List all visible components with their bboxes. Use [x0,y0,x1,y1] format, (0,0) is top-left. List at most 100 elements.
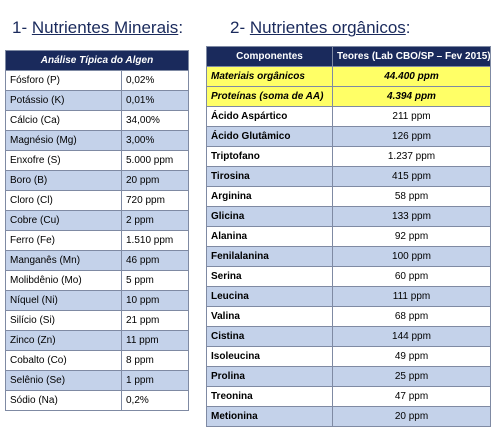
organic-highlight-name-cell: Proteínas (soma de AA) [206,86,333,107]
mineral-name-cell: Níquel (Ni) [5,290,122,311]
table-row: Alanina 92 ppm [206,226,491,247]
table-row: Arginina 58 ppm [206,186,491,207]
table-row: Valina 68 ppm [206,306,491,327]
mineral-name-cell: Enxofre (S) [5,150,122,171]
highlight-row: Materiais orgânicos 44.400 ppm [206,66,491,87]
table-row: Ácido Glutâmico 126 ppm [206,126,491,147]
mineral-value-cell: 0,01% [121,90,189,111]
minerals-section-heading: Nutrientes Minerais [31,18,179,37]
organic-name-cell: Ácido Aspártico [206,106,333,127]
organic-name-cell: Serina [206,266,333,287]
highlight-row: Proteínas (soma de AA) 4.394 ppm [206,86,491,107]
mineral-value-cell: 5.000 ppm [121,150,189,171]
table-row: Cistina 144 ppm [206,326,491,347]
table-row: Cálcio (Ca) 34,00% [5,110,189,131]
organic-value-cell: 68 ppm [332,306,491,327]
organic-name-cell: Prolina [206,366,333,387]
mineral-value-cell: 0,2% [121,390,189,411]
minerals-table: Análise Típica do Algen Fósforo (P) 0,02%… [5,50,189,411]
table-row: Cobalto (Co) 8 ppm [5,350,189,371]
organic-value-cell: 60 ppm [332,266,491,287]
table-row: Molibdênio (Mo) 5 ppm [5,270,189,291]
table-row: Silício (Si) 21 ppm [5,310,189,331]
organic-name-cell: Valina [206,306,333,327]
mineral-name-cell: Boro (B) [5,170,122,191]
table-row: Serina 60 ppm [206,266,491,287]
mineral-value-cell: 0,02% [121,70,189,91]
organic-highlight-name-cell: Materiais orgânicos [206,66,333,87]
mineral-value-cell: 5 ppm [121,270,189,291]
organic-value-cell: 20 ppm [332,406,491,427]
table-row: Selênio (Se) 1 ppm [5,370,189,391]
mineral-name-cell: Zinco (Zn) [5,330,122,351]
organic-name-cell: Isoleucina [206,346,333,367]
organic-value-cell: 415 ppm [332,166,491,187]
mineral-name-cell: Manganês (Mn) [5,250,122,271]
organic-value-cell: 133 ppm [332,206,491,227]
organic-value-cell: 25 ppm [332,366,491,387]
mineral-name-cell: Fósforo (P) [5,70,122,91]
mineral-name-cell: Magnésio (Mg) [5,130,122,151]
organic-name-cell: Treonina [206,386,333,407]
mineral-name-cell: Ferro (Fe) [5,230,122,251]
organics-section-heading: Nutrientes orgânicos [249,18,406,37]
table-row: Níquel (Ni) 10 ppm [5,290,189,311]
table-row: Metionina 20 ppm [206,406,491,427]
organic-name-cell: Cistina [206,326,333,347]
table-row: Ferro (Fe) 1.510 ppm [5,230,189,251]
table-row: Zinco (Zn) 11 ppm [5,330,189,351]
organics-section-number: 2- [230,18,246,37]
table-row: Tirosina 415 ppm [206,166,491,187]
organic-highlight-value-cell: 44.400 ppm [332,66,491,87]
mineral-value-cell: 11 ppm [121,330,189,351]
mineral-value-cell: 2 ppm [121,210,189,231]
table-row: Potássio (K) 0,01% [5,90,189,111]
organic-highlight-value-cell: 4.394 ppm [332,86,491,107]
organics-header-value: Teores (Lab CBO/SP – Fev 2015) [332,46,491,67]
organic-value-cell: 58 ppm [332,186,491,207]
minerals-section-title: 1- Nutrientes Minerais: [12,18,183,38]
mineral-name-cell: Cobre (Cu) [5,210,122,231]
mineral-name-cell: Silício (Si) [5,310,122,331]
organic-value-cell: 211 ppm [332,106,491,127]
organic-name-cell: Fenilalanina [206,246,333,267]
mineral-value-cell: 1 ppm [121,370,189,391]
mineral-name-cell: Potássio (K) [5,90,122,111]
table-row: Manganês (Mn) 46 ppm [5,250,189,271]
organic-name-cell: Triptofano [206,146,333,167]
table-row: Leucina 111 ppm [206,286,491,307]
table-row: Cloro (Cl) 720 ppm [5,190,189,211]
table-row: Fenilalanina 100 ppm [206,246,491,267]
mineral-value-cell: 46 ppm [121,250,189,271]
table-row: Sódio (Na) 0,2% [5,390,189,411]
minerals-section-number: 1- [12,18,28,37]
organic-value-cell: 144 ppm [332,326,491,347]
table-row: Treonina 47 ppm [206,386,491,407]
organics-table: Componentes Teores (Lab CBO/SP – Fev 201… [206,46,491,427]
mineral-value-cell: 8 ppm [121,350,189,371]
mineral-value-cell: 20 ppm [121,170,189,191]
organic-value-cell: 92 ppm [332,226,491,247]
mineral-name-cell: Cobalto (Co) [5,350,122,371]
organics-header-component: Componentes [206,46,333,67]
table-row: Boro (B) 20 ppm [5,170,189,191]
minerals-table-header-row: Análise Típica do Algen [5,50,189,71]
mineral-name-cell: Cálcio (Ca) [5,110,122,131]
table-row: Enxofre (S) 5.000 ppm [5,150,189,171]
mineral-value-cell: 34,00% [121,110,189,131]
minerals-table-header: Análise Típica do Algen [5,50,189,71]
organic-name-cell: Leucina [206,286,333,307]
organic-value-cell: 49 ppm [332,346,491,367]
organic-value-cell: 100 ppm [332,246,491,267]
organics-table-header-row: Componentes Teores (Lab CBO/SP – Fev 201… [206,46,491,67]
organic-name-cell: Glicina [206,206,333,227]
mineral-value-cell: 21 ppm [121,310,189,331]
mineral-name-cell: Selênio (Se) [5,370,122,391]
table-row: Cobre (Cu) 2 ppm [5,210,189,231]
table-row: Glicina 133 ppm [206,206,491,227]
table-row: Isoleucina 49 ppm [206,346,491,367]
mineral-name-cell: Sódio (Na) [5,390,122,411]
organic-value-cell: 126 ppm [332,126,491,147]
mineral-name-cell: Molibdênio (Mo) [5,270,122,291]
table-row: Triptofano 1.237 ppm [206,146,491,167]
